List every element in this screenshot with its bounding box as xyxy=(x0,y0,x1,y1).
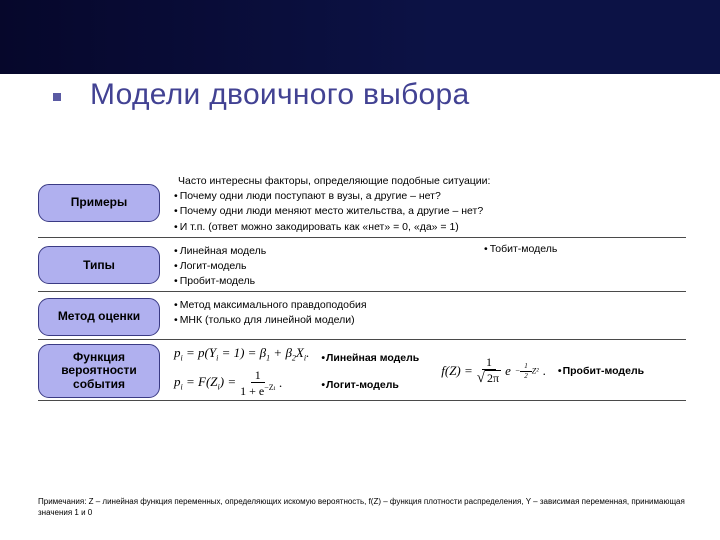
label-box: Типы xyxy=(38,242,160,290)
method-item: Метод максимального правдоподобия xyxy=(174,298,686,312)
body-examples: Часто интересны факторы, определяющие по… xyxy=(174,172,686,235)
type-item: Линейная модель xyxy=(174,244,686,258)
label-examples: Примеры xyxy=(38,184,160,222)
label-box: Метод оценки xyxy=(38,296,160,337)
example-item: Почему одни люди поступают в вузы, а дру… xyxy=(174,189,686,203)
type-item: Логит-модель xyxy=(174,259,686,273)
label-types: Типы xyxy=(38,246,160,284)
method-item: МНК (только для линейной модели) xyxy=(174,313,686,327)
probit-formula: f(Z) = 1 √2π e−12Z². xyxy=(441,356,546,386)
formula-column: pi = p(Yi = 1) = β1 + β2Xi. pi = F(Zi) =… xyxy=(174,345,309,397)
probit-column: f(Z) = 1 √2π e−12Z². Пробит-модель xyxy=(441,356,644,386)
examples-intro: Часто интересны факторы, определяющие по… xyxy=(178,174,686,188)
probit-label: Пробит-модель xyxy=(558,365,644,377)
row-examples: Примеры Часто интересны факторы, определ… xyxy=(38,172,686,238)
bullet-square xyxy=(53,93,61,101)
type-item-right: Тобит-модель xyxy=(484,242,557,256)
row-types: Типы Линейная модель Логит-модель Пробит… xyxy=(38,242,686,293)
label-function: Функция вероятности события xyxy=(38,344,160,398)
labels-col-1: Линейная модель Логит-модель xyxy=(321,344,419,398)
linear-formula: pi = p(Yi = 1) = β1 + β2Xi. xyxy=(174,345,309,363)
row-method: Метод оценки Метод максимального правдоп… xyxy=(38,296,686,340)
example-item: Почему одни люди меняют место жительства… xyxy=(174,204,686,218)
slide-title: Модели двоичного выбора xyxy=(90,78,470,112)
linear-label: Линейная модель xyxy=(321,352,419,364)
type-item: Пробит-модель xyxy=(174,274,686,288)
label-box: Примеры xyxy=(38,172,160,235)
content-area: Примеры Часто интересны факторы, определ… xyxy=(38,172,686,405)
row-function: Функция вероятности события pi = p(Yi = … xyxy=(38,344,686,401)
label-method: Метод оценки xyxy=(38,298,160,336)
example-item: И т.п. (ответ можно закодировать как «не… xyxy=(174,220,686,234)
logit-formula: pi = F(Zi) = 1 1 + e−Zi . xyxy=(174,369,309,397)
logit-label: Логит-модель xyxy=(321,379,419,391)
header-band xyxy=(0,0,720,74)
body-types: Линейная модель Логит-модель Пробит-моде… xyxy=(174,242,686,290)
footnote: Примечания: Z – линейная функция перемен… xyxy=(38,497,686,518)
body-method: Метод максимального правдоподобия МНК (т… xyxy=(174,296,686,337)
label-box: Функция вероятности события xyxy=(38,344,160,398)
body-function: pi = p(Yi = 1) = β1 + β2Xi. pi = F(Zi) =… xyxy=(174,344,686,398)
